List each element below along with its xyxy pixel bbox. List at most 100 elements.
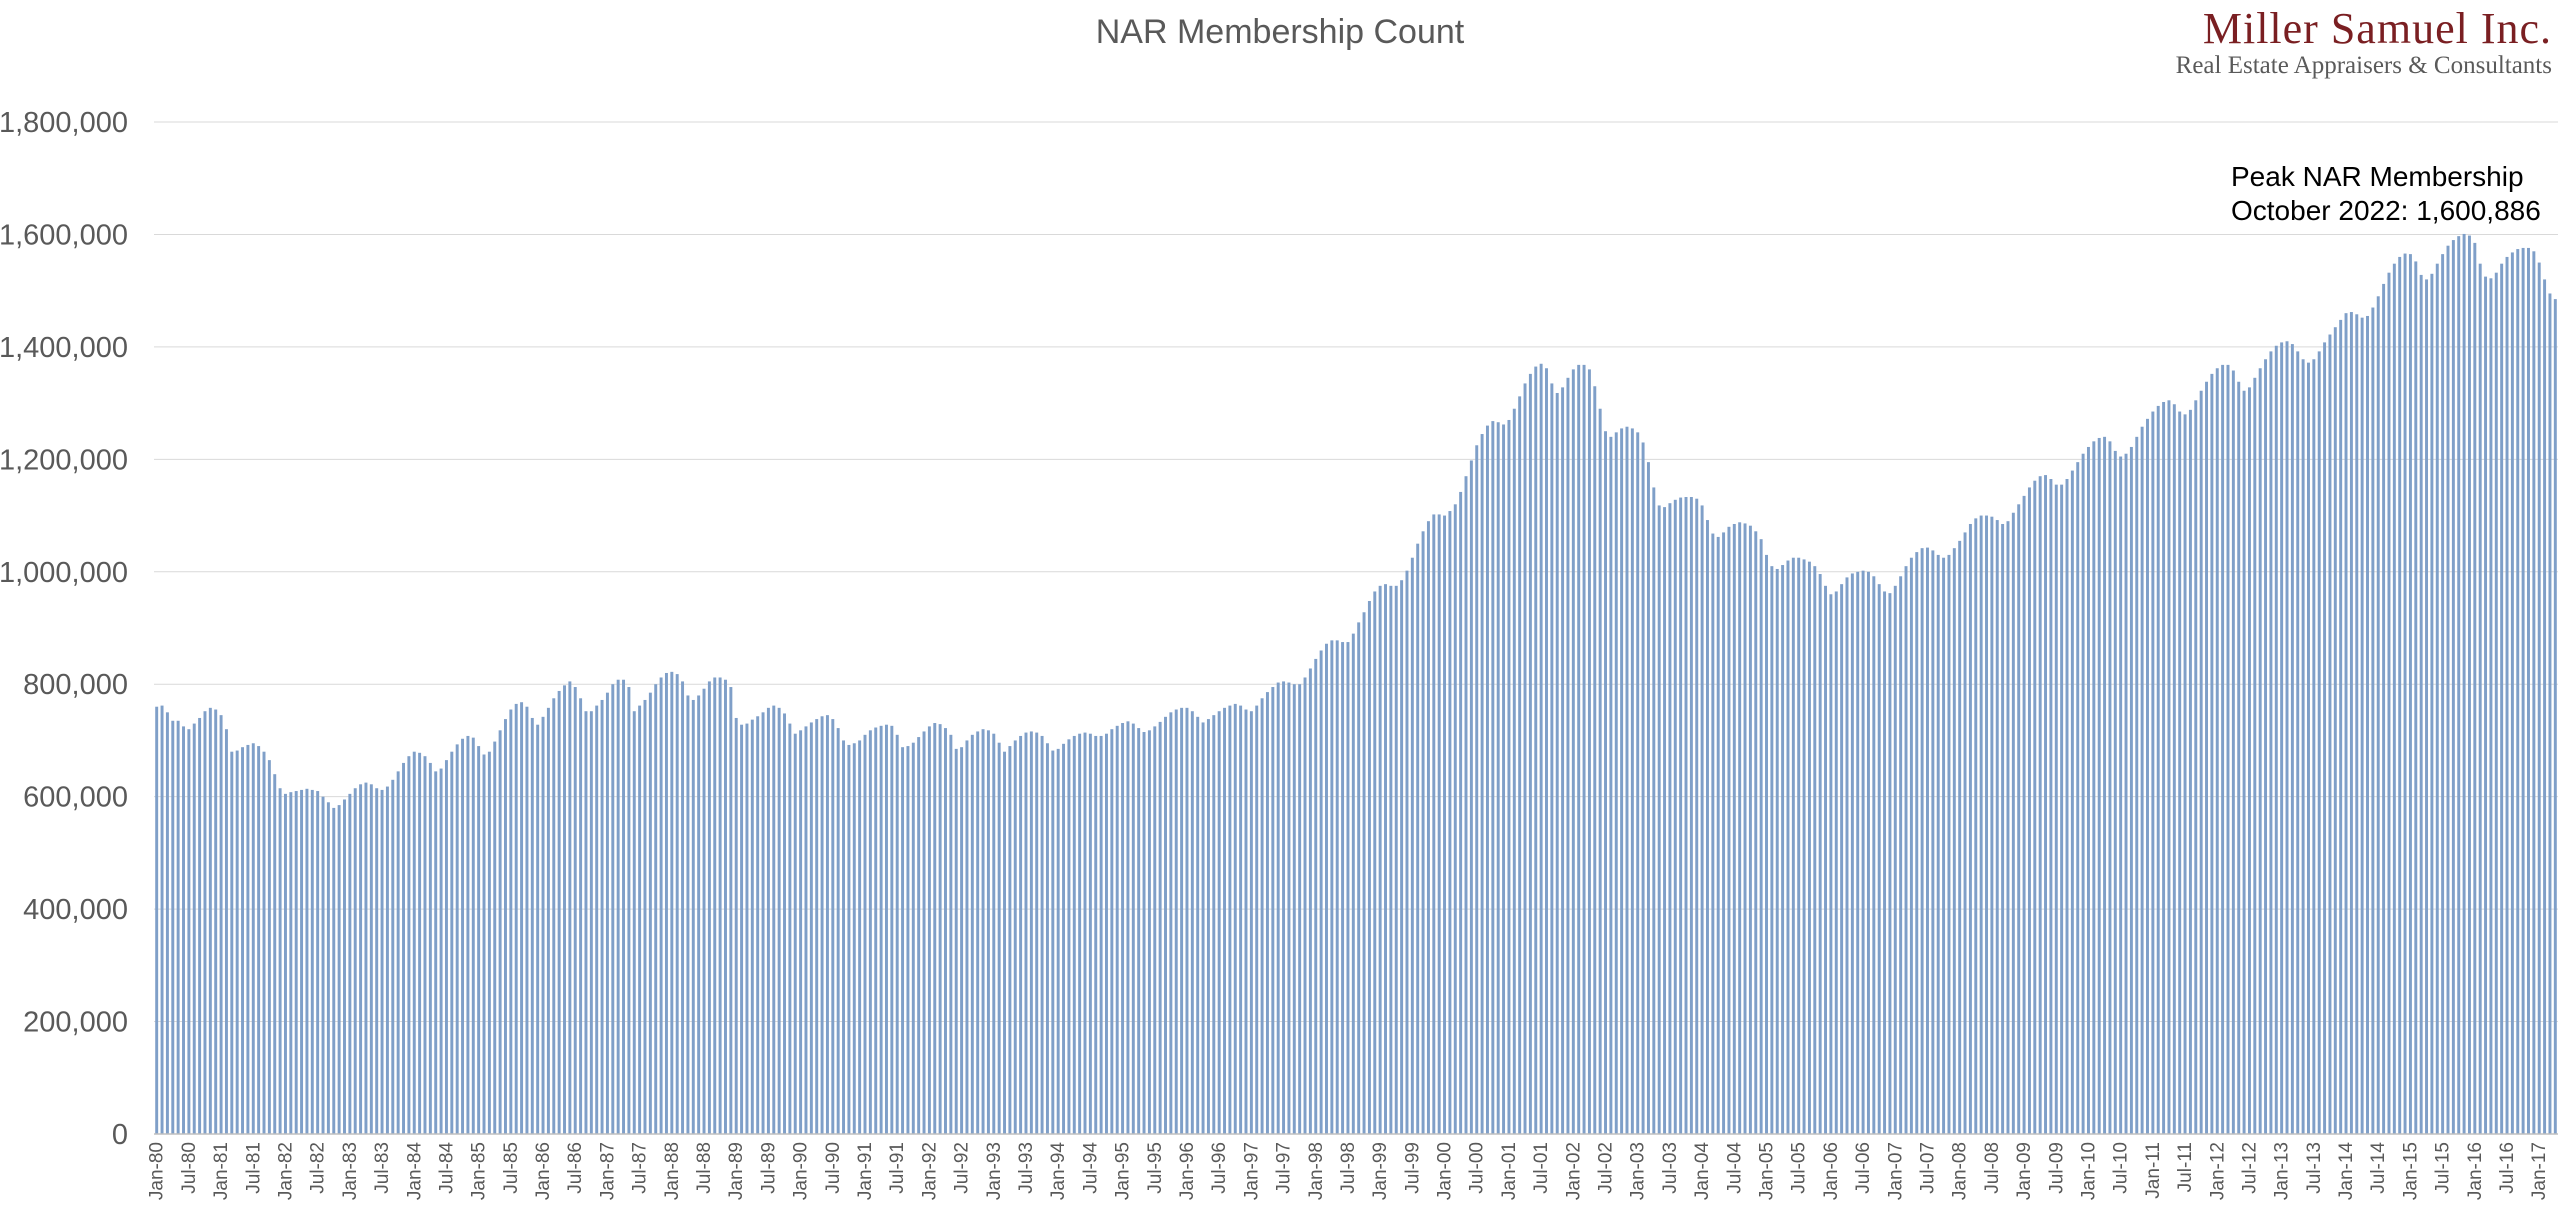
bar bbox=[305, 788, 309, 1134]
bar bbox=[1791, 557, 1795, 1134]
x-tick-label: Jul-02 bbox=[1596, 1142, 1617, 1194]
bar bbox=[605, 692, 609, 1134]
bar bbox=[1190, 711, 1194, 1134]
bar bbox=[359, 784, 363, 1134]
bar bbox=[1716, 536, 1720, 1134]
bar bbox=[1217, 711, 1221, 1134]
x-tick-label: Jul-99 bbox=[1402, 1142, 1423, 1194]
bar bbox=[2151, 411, 2155, 1134]
x-tick-label: Jan-16 bbox=[2465, 1142, 2486, 1200]
bar bbox=[2108, 441, 2112, 1135]
bar bbox=[1695, 498, 1699, 1134]
bar bbox=[1942, 557, 1946, 1134]
bar bbox=[1958, 540, 1962, 1134]
bar bbox=[1067, 739, 1071, 1134]
bar bbox=[208, 707, 212, 1134]
bar bbox=[1920, 548, 1924, 1134]
bar bbox=[1904, 566, 1908, 1134]
bar bbox=[1464, 476, 1468, 1134]
bar bbox=[1485, 425, 1489, 1135]
bar bbox=[2521, 247, 2525, 1134]
y-tick-label: 0 bbox=[112, 1119, 128, 1151]
bar bbox=[745, 723, 749, 1134]
bar bbox=[198, 717, 202, 1134]
bar bbox=[1663, 507, 1667, 1134]
bar bbox=[2092, 441, 2096, 1135]
bar bbox=[847, 744, 851, 1134]
bar bbox=[2065, 479, 2069, 1134]
bar bbox=[1883, 591, 1887, 1134]
bar bbox=[450, 751, 454, 1134]
x-tick-label: Jul-01 bbox=[1531, 1142, 1552, 1194]
bar bbox=[1985, 515, 1988, 1134]
bar bbox=[2312, 359, 2316, 1134]
bar bbox=[2290, 344, 2294, 1135]
bar bbox=[1271, 687, 1275, 1134]
bar bbox=[310, 789, 314, 1134]
bar bbox=[2553, 299, 2557, 1135]
bar bbox=[1620, 428, 1624, 1134]
bar bbox=[1158, 721, 1162, 1134]
bar bbox=[911, 742, 915, 1134]
bar bbox=[1877, 584, 1881, 1134]
bar bbox=[2135, 436, 2139, 1135]
x-tick-label: Jul-89 bbox=[758, 1142, 779, 1194]
bar bbox=[654, 684, 658, 1134]
bar bbox=[1802, 559, 1806, 1134]
bar bbox=[1754, 531, 1758, 1134]
bar bbox=[455, 744, 459, 1134]
bar bbox=[391, 779, 395, 1134]
bar bbox=[2360, 317, 2364, 1134]
bar bbox=[504, 719, 507, 1134]
bar bbox=[160, 705, 164, 1134]
bar bbox=[224, 729, 228, 1134]
logo-name: Miller Samuel Inc. bbox=[2203, 4, 2552, 53]
bar bbox=[976, 731, 980, 1134]
bar bbox=[1325, 643, 1328, 1134]
bar bbox=[949, 734, 953, 1134]
bar bbox=[2038, 476, 2042, 1134]
bar bbox=[1765, 554, 1768, 1134]
bar bbox=[1840, 584, 1844, 1134]
bar bbox=[659, 677, 663, 1134]
bar bbox=[1206, 719, 1210, 1134]
x-tick-label: Jul-86 bbox=[565, 1142, 586, 1194]
bar bbox=[2226, 364, 2230, 1134]
bar bbox=[1448, 511, 1452, 1134]
x-tick-label: Jul-04 bbox=[1724, 1142, 1745, 1194]
y-tick-label: 1,400,000 bbox=[0, 332, 128, 364]
x-tick-label: Jul-81 bbox=[243, 1142, 264, 1194]
chart-title: NAR Membership Count bbox=[1096, 13, 1465, 51]
bar bbox=[1706, 520, 1709, 1134]
bar bbox=[2382, 283, 2386, 1134]
bar bbox=[1689, 497, 1693, 1134]
bar bbox=[2274, 345, 2278, 1134]
bar bbox=[643, 699, 647, 1134]
bar bbox=[498, 730, 502, 1134]
bar bbox=[2242, 390, 2246, 1134]
bar bbox=[171, 720, 175, 1134]
bar bbox=[2237, 381, 2241, 1134]
bar bbox=[960, 747, 964, 1134]
bar bbox=[1255, 705, 1259, 1134]
bar bbox=[2349, 312, 2353, 1134]
bar bbox=[831, 719, 835, 1134]
x-tick-label: Jul-98 bbox=[1338, 1142, 1359, 1194]
bar bbox=[1357, 622, 1361, 1134]
bar bbox=[165, 712, 169, 1134]
bar bbox=[321, 796, 325, 1134]
bar bbox=[815, 719, 819, 1134]
bar bbox=[777, 707, 781, 1134]
bar bbox=[986, 730, 990, 1134]
bar bbox=[326, 802, 330, 1134]
bar bbox=[1185, 707, 1189, 1134]
bar bbox=[713, 677, 717, 1134]
bar bbox=[192, 723, 196, 1134]
bar bbox=[1824, 585, 1828, 1134]
bar bbox=[686, 695, 690, 1134]
bar bbox=[1212, 715, 1216, 1134]
bar bbox=[825, 715, 829, 1134]
bar bbox=[187, 729, 191, 1134]
bar bbox=[1282, 681, 1286, 1134]
bar bbox=[804, 726, 808, 1134]
